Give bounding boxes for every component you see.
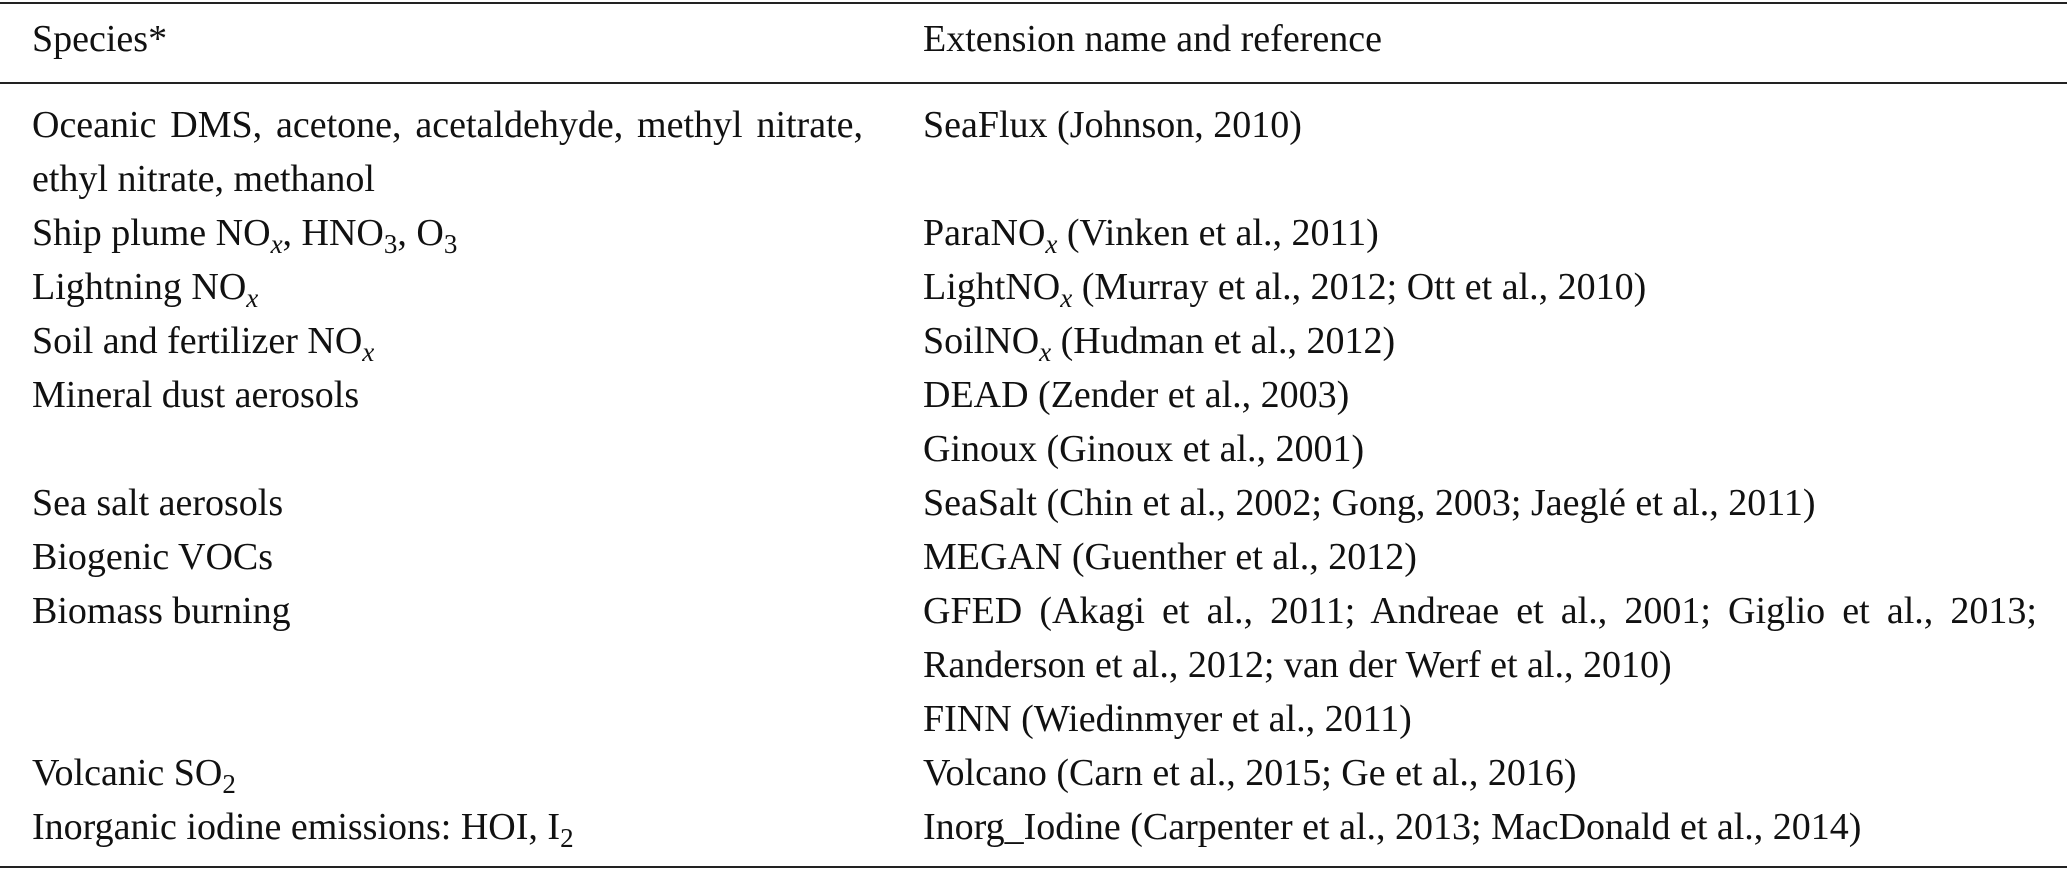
species-cell: Sea salt aerosols — [32, 476, 863, 530]
subscript: 3 — [443, 229, 458, 259]
subscript: 2 — [222, 769, 236, 799]
table-row: Lightning NOx LightNOx (Murray et al., 20… — [0, 260, 2037, 314]
text-run: SoilNO — [923, 320, 1040, 362]
text-run: (Hudman et al., 2012) — [1051, 320, 1396, 362]
header-cell: Extension name and reference — [923, 18, 1382, 60]
text-run: (Vinken et al., 2011) — [1057, 212, 1379, 254]
subscript: x — [1060, 283, 1073, 313]
text-run: Inorganic iodine emissions: HOI, I — [32, 806, 561, 848]
text-run: Biomass burning — [32, 590, 291, 632]
table-row: Soil and fertilizer NOx SoilNOx (Hudman e… — [0, 314, 2037, 368]
table-row: Oceanic DMS, acetone, acetaldehyde, meth… — [0, 98, 2037, 206]
reference: SeaSalt (Chin et al., 2002; Gong, 2003; … — [923, 476, 2037, 530]
text-run: GFED (Akagi et al., 2011; Andreae et al.… — [923, 590, 2037, 686]
reference: SoilNOx (Hudman et al., 2012) — [923, 314, 2037, 368]
text-run: SeaFlux (Johnson, 2010) — [923, 104, 1302, 146]
bottom-rule — [0, 866, 2067, 868]
text-run: , HNO — [282, 212, 384, 254]
table-row: Biogenic VOCs MEGAN (Guenther et al., 201… — [0, 530, 2037, 584]
text-run: SeaSalt (Chin et al., 2002; Gong, 2003; … — [923, 482, 1816, 524]
table-body: Oceanic DMS, acetone, acetaldehyde, meth… — [0, 98, 2037, 854]
species-cell: Biomass burning — [32, 584, 863, 746]
reference-cell: LightNOx (Murray et al., 2012; Ott et al… — [923, 260, 2037, 314]
subscript: 3 — [383, 229, 398, 259]
reference: Ginoux (Ginoux et al., 2001) — [923, 422, 2037, 476]
species-cell: Lightning NOx — [32, 260, 863, 314]
text-run: , O — [397, 212, 444, 254]
reference-cell: GFED (Akagi et al., 2011; Andreae et al.… — [923, 584, 2037, 746]
text-run: Sea salt aerosols — [32, 482, 284, 524]
subscript: x — [362, 337, 375, 367]
table-row: Volcanic SO2 Volcano (Carn et al., 2015; … — [0, 746, 2037, 800]
subscript: x — [1039, 337, 1052, 367]
table-row: Biomass burning GFED (Akagi et al., 2011;… — [0, 584, 2037, 746]
table-row: Ship plume NOx, HNO3, O3 ParaNOx (Vinken … — [0, 206, 2037, 260]
text-run: ParaNO — [923, 212, 1046, 254]
reference: GFED (Akagi et al., 2011; Andreae et al.… — [923, 584, 2037, 692]
header-cell: Species* — [32, 18, 168, 60]
text-run: Oceanic DMS, acetone, acetaldehyde, meth… — [32, 104, 863, 200]
text-run: Soil and fertilizer NO — [32, 320, 363, 362]
reference: SeaFlux (Johnson, 2010) — [923, 98, 2037, 152]
reference-cell: MEGAN (Guenther et al., 2012) — [923, 530, 2037, 584]
header-row: Species* Extension name and reference — [0, 12, 2037, 66]
text-run: Ship plume NO — [32, 212, 271, 254]
reference-cell: Volcano (Carn et al., 2015; Ge et al., 2… — [923, 746, 2037, 800]
top-rule — [0, 2, 2067, 4]
text-run: MEGAN (Guenther et al., 2012) — [923, 536, 1417, 578]
species-cell: Ship plume NOx, HNO3, O3 — [32, 206, 863, 260]
header-rule — [0, 82, 2067, 84]
subscript: 2 — [560, 823, 574, 853]
text-run: Lightning NO — [32, 266, 247, 308]
text-run: Volcanic SO — [32, 752, 223, 794]
reference: DEAD (Zender et al., 2003) — [923, 368, 2037, 422]
species-cell: Biogenic VOCs — [32, 530, 863, 584]
reference: Inorg_Iodine (Carpenter et al., 2013; Ma… — [923, 800, 2037, 854]
text-run: LightNO — [923, 266, 1061, 308]
species-cell: Inorganic iodine emissions: HOI, I2 — [32, 800, 863, 854]
table-row: Inorganic iodine emissions: HOI, I2 Inorg… — [0, 800, 2037, 854]
text-run: DEAD (Zender et al., 2003) — [923, 374, 1350, 416]
subscript: x — [270, 229, 283, 259]
species-cell: Oceanic DMS, acetone, acetaldehyde, meth… — [32, 98, 863, 206]
text-run: Biogenic VOCs — [32, 536, 274, 578]
reference: MEGAN (Guenther et al., 2012) — [923, 530, 2037, 584]
reference: ParaNOx (Vinken et al., 2011) — [923, 206, 2037, 260]
text-run: Ginoux (Ginoux et al., 2001) — [923, 428, 1365, 470]
table-row: Mineral dust aerosols DEAD (Zender et al.… — [0, 368, 2037, 476]
text-run: Mineral dust aerosols — [32, 374, 360, 416]
reference-cell: DEAD (Zender et al., 2003) Ginoux (Ginoux… — [923, 368, 2037, 476]
reference: FINN (Wiedinmyer et al., 2011) — [923, 692, 2037, 746]
text-run: FINN (Wiedinmyer et al., 2011) — [923, 698, 1412, 740]
reference-cell: ParaNOx (Vinken et al., 2011) — [923, 206, 2037, 260]
subscript: x — [1045, 229, 1058, 259]
species-cell: Volcanic SO2 — [32, 746, 863, 800]
text-run: Inorg_Iodine (Carpenter et al., 2013; Ma… — [923, 806, 1862, 848]
species-cell: Mineral dust aerosols — [32, 368, 863, 476]
species-cell: Soil and fertilizer NOx — [32, 314, 863, 368]
reference: LightNOx (Murray et al., 2012; Ott et al… — [923, 260, 2037, 314]
reference: Volcano (Carn et al., 2015; Ge et al., 2… — [923, 746, 2037, 800]
reference-cell: Inorg_Iodine (Carpenter et al., 2013; Ma… — [923, 800, 2037, 854]
text-run: (Murray et al., 2012; Ott et al., 2010) — [1072, 266, 1647, 308]
text-run: Volcano (Carn et al., 2015; Ge et al., 2… — [923, 752, 1577, 794]
reference-cell: SeaFlux (Johnson, 2010) — [923, 98, 2037, 206]
subscript: x — [246, 283, 259, 313]
table-row: Sea salt aerosols SeaSalt (Chin et al., 2… — [0, 476, 2037, 530]
reference-cell: SoilNOx (Hudman et al., 2012) — [923, 314, 2037, 368]
reference-cell: SeaSalt (Chin et al., 2002; Gong, 2003; … — [923, 476, 2037, 530]
